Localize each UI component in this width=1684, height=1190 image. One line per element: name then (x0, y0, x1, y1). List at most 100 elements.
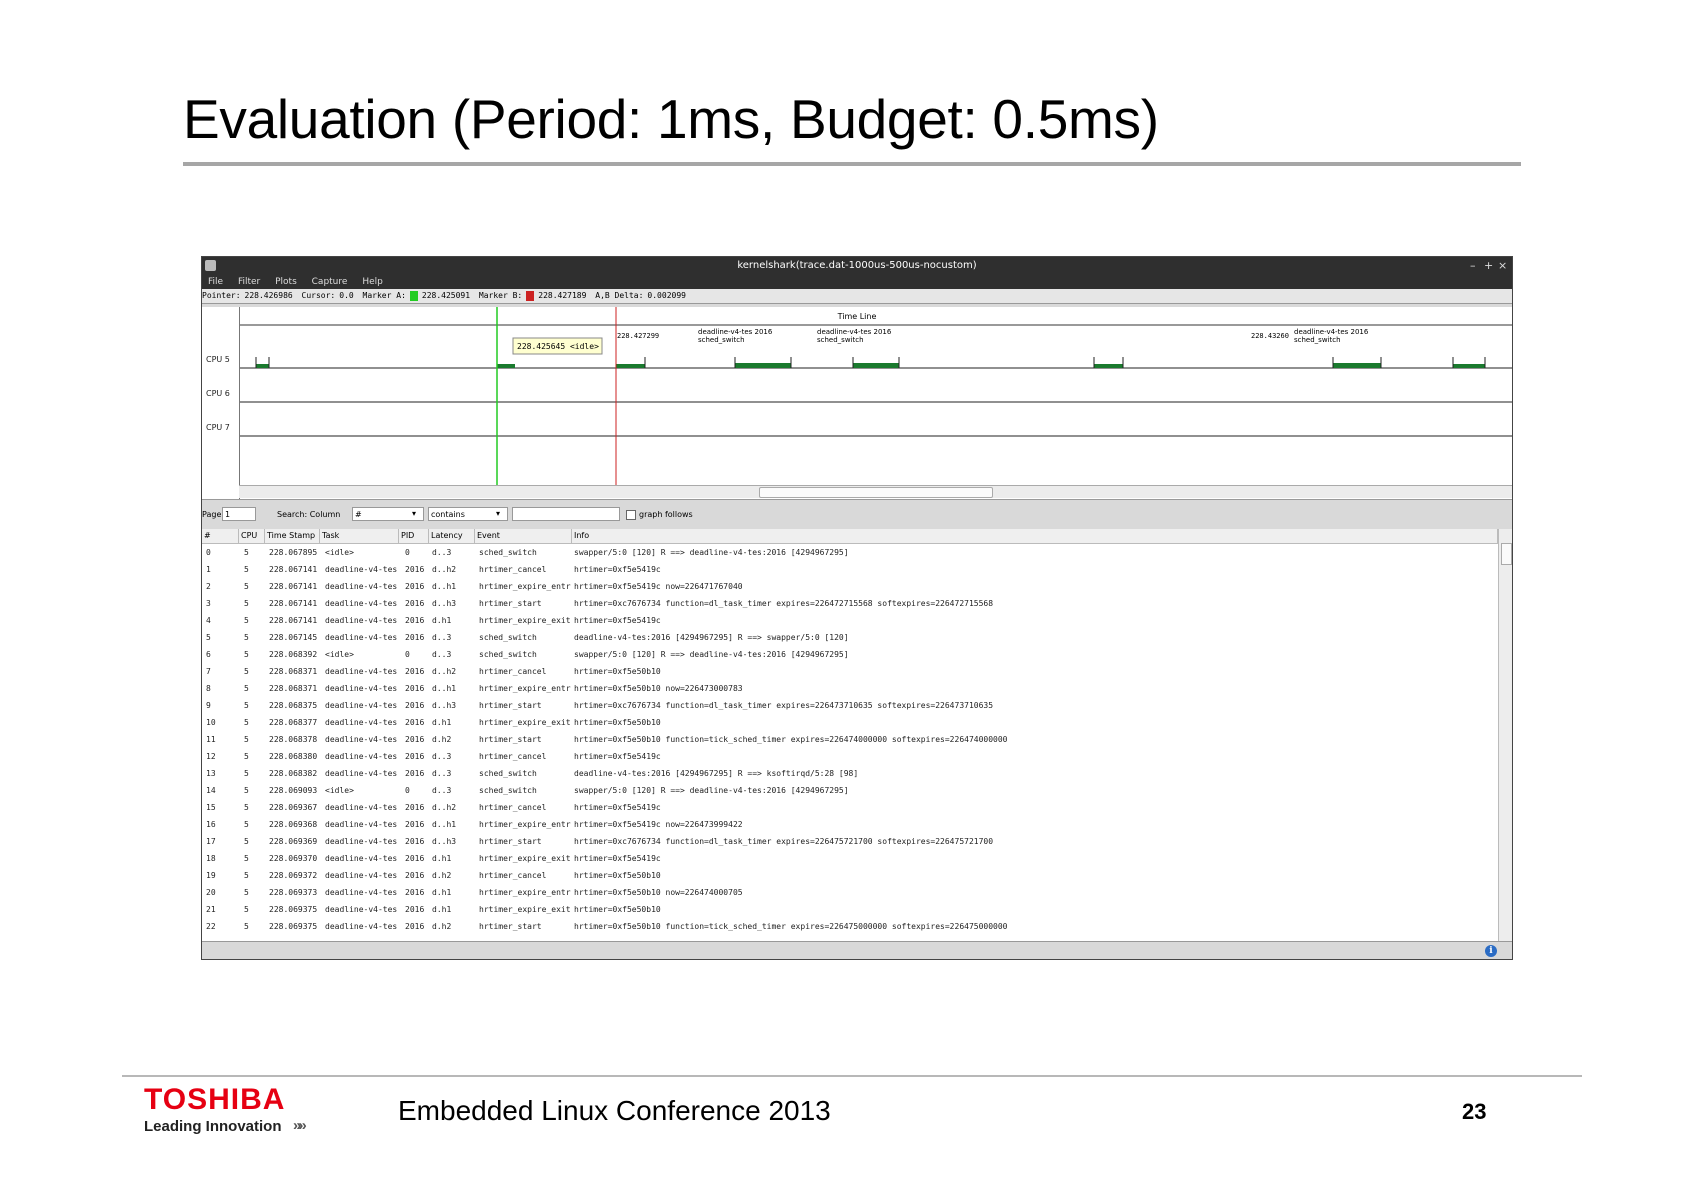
search-column-label: Search: Column (277, 510, 341, 519)
column-header[interactable]: CPU (239, 529, 265, 543)
graph-follows-label: graph follows (639, 510, 693, 519)
table-row[interactable]: 19 5 228.069372 deadline-v4-tes 2016 d.h2 hrti… (202, 867, 1498, 884)
table-cell: 8 (206, 684, 211, 693)
table-cell: deadline-v4-tes:2016 [4294967295] R ==> … (574, 935, 1494, 939)
table-row[interactable]: 18 5 228.069370 deadline-v4-tes 2016 d.h1 hrti… (202, 850, 1498, 867)
timeline-label: Time Line (837, 312, 877, 321)
column-header[interactable]: Task (320, 529, 399, 543)
menu-filter[interactable]: Filter (237, 277, 261, 287)
table-row[interactable]: 8 5 228.068371 deadline-v4-tes 2016 d..h1 hrti… (202, 680, 1498, 697)
table-cell: <idle> (325, 786, 354, 795)
table-cell: 2016 (405, 820, 425, 829)
table-row[interactable]: 17 5 228.069369 deadline-v4-tes 2016 d..h3 hrt… (202, 833, 1498, 850)
maximize-button[interactable]: + (1484, 259, 1494, 272)
column-header[interactable]: # (202, 529, 239, 543)
info-icon[interactable]: i (1485, 945, 1497, 957)
table-row[interactable]: 20 5 228.069373 deadline-v4-tes 2016 d.h1 hrti… (202, 884, 1498, 901)
table-cell: 2016 (405, 905, 425, 914)
table-cell: 228.069368 (269, 820, 318, 829)
table-row[interactable]: 11 5 228.068378 deadline-v4-tes 2016 d.h2 hrti… (202, 731, 1498, 748)
column-header[interactable]: Latency (429, 529, 475, 543)
table-cell: hrtimer=0xc7676734 function=dl_task_time… (574, 701, 994, 710)
close-button[interactable]: × (1498, 259, 1508, 272)
table-cell: 20 (206, 888, 216, 897)
table-cell: hrtimer=0xf5e50b10 now=226473000783 (574, 684, 743, 693)
table-row[interactable]: 4 5 228.067141 deadline-v4-tes 2016 d.h1 hrtim… (202, 612, 1498, 629)
scrollbar-thumb[interactable] (759, 487, 993, 498)
table-vertical-scrollbar[interactable] (1498, 529, 1512, 949)
table-cell: 5 (244, 565, 249, 574)
table-cell: hrtimer=0xc7676734 function=dl_task_time… (574, 837, 994, 846)
marker-a-swatch (409, 290, 418, 301)
table-cell: hrtimer_cancel (479, 565, 547, 574)
table-cell: 228.067141 (269, 599, 318, 608)
page-spinbox[interactable]: 1 (222, 507, 256, 521)
table-cell: sched_switch (479, 650, 537, 659)
table-row[interactable]: 13 5 228.068382 deadline-v4-tes 2016 d..3 sche… (202, 765, 1498, 782)
table-cell: 228.068392 (269, 650, 318, 659)
table-cell: 2016 (405, 922, 425, 931)
graph-follows-checkbox[interactable] (626, 510, 636, 520)
table-cell: 5 (244, 854, 249, 863)
table-cell: 5 (244, 718, 249, 727)
table-cell: 15 (206, 803, 216, 812)
table-cell: hrtimer_expire_entry (479, 582, 571, 591)
annotation: sched_switch (1294, 336, 1341, 344)
match-type-select[interactable]: contains (428, 507, 508, 521)
table-row[interactable]: 15 5 228.069367 deadline-v4-tes 2016 d..h2 hrt… (202, 799, 1498, 816)
column-header[interactable]: Time Stamp (265, 529, 320, 543)
table-cell: 5 (244, 922, 249, 931)
table-row[interactable]: 7 5 228.068371 deadline-v4-tes 2016 d..h2 hrti… (202, 663, 1498, 680)
table-row[interactable]: 9 5 228.068375 deadline-v4-tes 2016 d..h3 hrti… (202, 697, 1498, 714)
table-row[interactable]: 22 5 228.069375 deadline-v4-tes 2016 d.h2 hrti… (202, 918, 1498, 935)
menu-capture[interactable]: Capture (311, 277, 348, 287)
table-row[interactable]: 2 5 228.067141 deadline-v4-tes 2016 d..h1 hrti… (202, 578, 1498, 595)
table-cell: swapper/5:0 [120] R ==> deadline-v4-tes:… (574, 786, 849, 795)
table-row[interactable]: 3 5 228.067141 deadline-v4-tes 2016 d..h3 hrti… (202, 595, 1498, 612)
cpu-label: CPU 5 (206, 355, 230, 364)
table-row[interactable]: 21 5 228.069375 deadline-v4-tes 2016 d.h1 hrti… (202, 901, 1498, 918)
table-cell: hrtimer_cancel (479, 871, 547, 880)
table-cell: 2016 (405, 667, 425, 676)
table-row[interactable]: 1 5 228.067141 deadline-v4-tes 2016 d..h2 hrti… (202, 561, 1498, 578)
table-row[interactable]: 0 5 228.067895 <idle> 0 d..3 sched_switch swapp… (202, 544, 1498, 561)
scrollbar-thumb[interactable] (1501, 543, 1512, 565)
table-cell: hrtimer=0xc7676734 function=dl_task_time… (574, 599, 994, 608)
table-cell: d..3 (432, 650, 452, 659)
menu-plots[interactable]: Plots (275, 277, 297, 287)
table-cell: 2016 (405, 752, 425, 761)
table-cell: deadline-v4-tes (325, 803, 398, 812)
table-row[interactable]: 12 5 228.068380 deadline-v4-tes 2016 d..3 hrti… (202, 748, 1498, 765)
graph-horizontal-scrollbar[interactable] (239, 485, 1512, 498)
table-cell: hrtimer=0xf5e5419c (574, 854, 661, 863)
table-row[interactable]: 6 5 228.068392 <idle> 0 d..3 sched_switch swapp… (202, 646, 1498, 663)
table-row[interactable]: 14 5 228.069093 <idle> 0 d..3 sched_switch swap… (202, 782, 1498, 799)
busy-block (497, 364, 515, 368)
table-cell: 5 (244, 905, 249, 914)
table-cell: 5 (244, 701, 249, 710)
table-cell: 228.069375 (269, 905, 318, 914)
column-select[interactable]: # (352, 507, 424, 521)
menu-file[interactable]: File (208, 277, 224, 287)
table-cell: 22 (206, 922, 216, 931)
table-cell: 2016 (405, 735, 425, 744)
column-header[interactable]: Info (572, 529, 1498, 543)
trace-graph[interactable]: CPU 5 CPU 6 CPU 7 Time Line (202, 307, 1512, 500)
busy-block (1094, 364, 1123, 368)
table-row[interactable]: 10 5 228.068377 deadline-v4-tes 2016 d.h1 hrti… (202, 714, 1498, 731)
minimize-button[interactable]: – (1470, 259, 1476, 272)
menu-help[interactable]: Help (362, 277, 383, 287)
table-cell: d..h2 (432, 803, 457, 812)
table-cell: 14 (206, 786, 216, 795)
table-cell: d..h2 (432, 565, 457, 574)
graph-canvas[interactable]: Time Line (202, 307, 1512, 499)
search-input[interactable] (512, 507, 620, 521)
table-cell: 228.068382 (269, 769, 318, 778)
column-header[interactable]: Event (475, 529, 572, 543)
table-row[interactable]: 5 5 228.067145 deadline-v4-tes 2016 d..3 sched… (202, 629, 1498, 646)
table-cell: 228.069093 (269, 786, 318, 795)
column-header[interactable]: PID (399, 529, 429, 543)
table-row[interactable]: 16 5 228.069368 deadline-v4-tes 2016 d..h1 hrt… (202, 816, 1498, 833)
table-cell: 2016 (405, 854, 425, 863)
